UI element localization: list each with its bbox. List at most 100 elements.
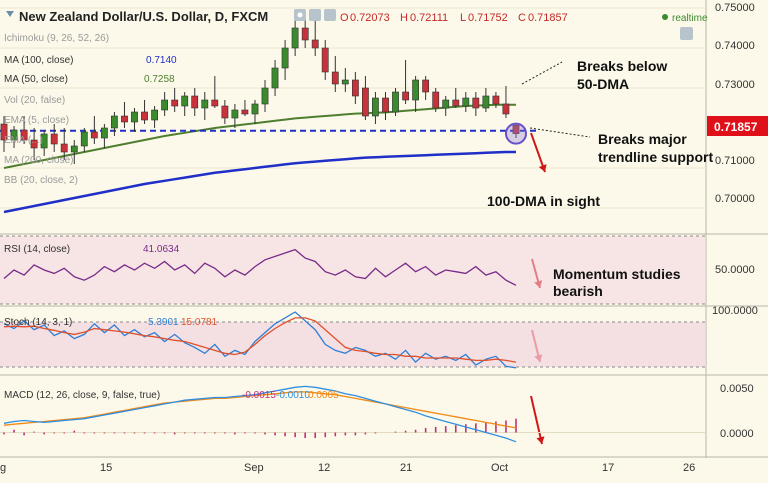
annotation-breaks-50dma-line1: Breaks below xyxy=(577,58,667,74)
indicator-ma100-value: 0.7140 xyxy=(146,55,177,66)
candle xyxy=(191,95,199,109)
candle xyxy=(60,143,68,153)
candle xyxy=(261,87,269,105)
eye-icon[interactable] xyxy=(294,9,306,21)
rsi-legend: RSI (14, close) 41.0634 50.0000 xyxy=(4,244,755,276)
grid-toggle-icon[interactable] xyxy=(680,27,693,40)
price-tick-label: 0.70000 xyxy=(715,193,755,205)
candle xyxy=(482,95,490,109)
annotation-momentum-line1: Momentum studies xyxy=(553,266,681,282)
candle xyxy=(50,133,58,145)
rsi-value: 41.0634 xyxy=(143,244,180,255)
ohlc-close-value: 0.71857 xyxy=(528,12,568,24)
main-pane[interactable] xyxy=(0,16,591,214)
macd-legend: MACD (12, 26, close, 9, false, true) -0.… xyxy=(4,383,754,440)
candle xyxy=(402,91,409,101)
candle xyxy=(512,124,520,134)
candle xyxy=(20,129,28,141)
stoch-k-line xyxy=(3,311,517,369)
price-tick-label: 0.74000 xyxy=(715,40,755,52)
macd-signal-line xyxy=(3,391,517,429)
price-axis[interactable]: 0.75000 0.74000 0.73000 0.71000 0.70000 … xyxy=(707,2,768,205)
indicator-ma100-label[interactable]: MA (100, close) xyxy=(4,55,73,66)
annotation-layer: Breaks below 50-DMA Breaks major trendli… xyxy=(487,58,713,299)
candle xyxy=(161,99,168,111)
stoch-k-value: 5.3901 xyxy=(148,317,179,328)
candle xyxy=(111,115,118,129)
annotation-100dma-sight: 100-DMA in sight xyxy=(487,193,600,209)
candle xyxy=(90,131,98,139)
candle xyxy=(211,99,219,107)
candle xyxy=(331,71,339,85)
ohlc-high-value: 0.72111 xyxy=(410,12,448,24)
stoch-pane[interactable] xyxy=(0,311,706,369)
candle xyxy=(392,91,399,113)
ohlc-low-label: L xyxy=(460,12,466,24)
stoch-legend: Stoch (14, 3, 1) 5.3901 15.0781 100.0000 xyxy=(4,305,758,328)
indicator-ma50-value: 0.7258 xyxy=(144,74,175,85)
candle xyxy=(141,111,148,121)
time-tick-label: 12 xyxy=(318,462,330,474)
rsi-pane[interactable] xyxy=(0,235,706,305)
candle xyxy=(442,99,450,109)
candle xyxy=(80,131,88,147)
candle xyxy=(10,129,18,141)
annotation-momentum-line2: bearish xyxy=(553,283,603,299)
ohlc-low-value: 0.71752 xyxy=(468,12,508,24)
macd-label[interactable]: MACD (12, 26, close, 9, false, true) xyxy=(4,390,160,401)
indicator-ema2-label[interactable]: EMA (...) xyxy=(4,135,43,146)
indicator-vol-label[interactable]: Vol (20, false) xyxy=(4,95,65,106)
candle xyxy=(341,79,349,85)
time-tick-label: 17 xyxy=(602,462,614,474)
settings-icon[interactable] xyxy=(309,9,321,21)
chart-title: New Zealand Dollar/U.S. Dollar, D, FXCM xyxy=(19,9,268,24)
collapse-arrow-icon[interactable] xyxy=(6,11,14,17)
candle xyxy=(201,99,209,109)
price-tick-label: 0.75000 xyxy=(715,2,755,14)
close-icon[interactable] xyxy=(324,9,336,21)
time-tick-label: Oct xyxy=(491,462,508,474)
stoch-d-line xyxy=(3,317,517,363)
candle xyxy=(351,79,359,97)
down-arrow-icon xyxy=(530,132,546,173)
candle xyxy=(251,103,259,115)
rsi-line xyxy=(3,248,517,286)
realtime-label: realtime xyxy=(672,13,708,24)
time-axis[interactable]: g 15 Sep 12 21 Oct 17 26 xyxy=(0,462,695,474)
candle xyxy=(432,91,440,109)
indicator-ma50-label[interactable]: MA (50, close) xyxy=(4,74,68,85)
indicator-legend: Ichimoku (9, 26, 52, 26) MA (100, close)… xyxy=(4,33,177,186)
candle xyxy=(40,133,48,149)
candle xyxy=(291,27,299,49)
indicator-ma200-label[interactable]: MA (200, close) xyxy=(4,155,73,166)
price-tick-label: 0.71000 xyxy=(715,155,755,167)
macd-pane[interactable] xyxy=(0,385,706,445)
indicator-ichimoku-label[interactable]: Ichimoku (9, 26, 52, 26) xyxy=(4,33,109,44)
time-tick-label: g xyxy=(0,462,6,474)
candle xyxy=(502,103,510,115)
time-tick-label: 15 xyxy=(100,462,112,474)
rsi-tick-label: 50.0000 xyxy=(715,264,755,276)
macd-tick-label: 0.0050 xyxy=(720,383,754,395)
candle xyxy=(30,139,38,149)
candle xyxy=(321,47,329,73)
candle xyxy=(241,109,249,115)
indicator-bb-label[interactable]: BB (20, close, 2) xyxy=(4,175,78,186)
current-price-badge xyxy=(707,116,768,136)
macd-line-value: -0.0010 xyxy=(276,390,310,401)
candle xyxy=(0,123,8,141)
rsi-label[interactable]: RSI (14, close) xyxy=(4,244,70,255)
indicator-ema-label[interactable]: EMA (5, close) xyxy=(4,115,69,126)
price-tick-label: 0.73000 xyxy=(715,79,755,91)
macd-line xyxy=(3,385,517,443)
stoch-label[interactable]: Stoch (14, 3, 1) xyxy=(4,317,72,328)
candle xyxy=(371,97,379,117)
candle xyxy=(171,99,179,107)
annotation-breaks-trendline-line2: trendline support xyxy=(598,149,713,165)
candle xyxy=(422,79,429,93)
macd-tick-label: 0.0000 xyxy=(720,428,754,440)
candle xyxy=(70,145,78,153)
stoch-band xyxy=(0,322,706,367)
